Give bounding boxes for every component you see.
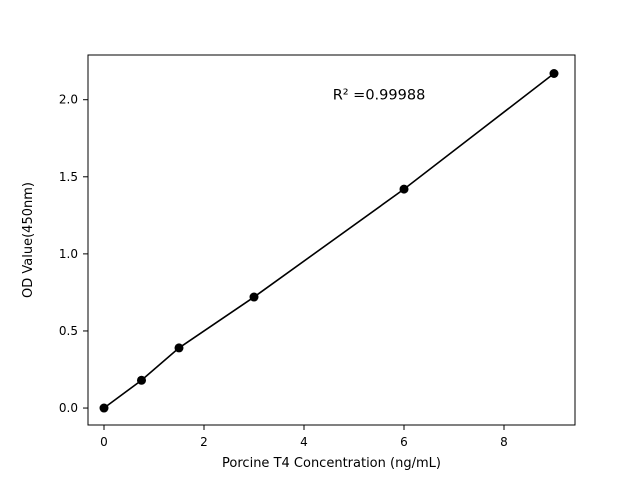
x-axis-label: Porcine T4 Concentration (ng/mL) <box>222 456 441 471</box>
y-tick-label: 0.0 <box>59 401 78 415</box>
y-tick-label: 2.0 <box>59 93 78 107</box>
data-point <box>549 69 559 78</box>
y-tick-label: 1.0 <box>59 247 78 261</box>
x-tick-label: 4 <box>300 435 308 449</box>
data-point <box>249 292 259 302</box>
x-tick-label: 8 <box>500 435 508 449</box>
data-point <box>99 403 109 413</box>
r-squared-annotation: R² =0.99988 <box>333 88 426 104</box>
plot-border <box>87 54 576 426</box>
data-point <box>174 343 184 353</box>
x-tick-label: 6 <box>400 435 408 449</box>
data-point <box>137 375 146 385</box>
data-point <box>399 184 409 194</box>
y-axis-label: OD Value(450nm) <box>21 182 36 298</box>
y-tick-label: 1.5 <box>59 170 78 184</box>
x-tick-label: 0 <box>100 435 108 449</box>
x-tick-label: 2 <box>200 435 208 449</box>
fit-line <box>103 72 555 409</box>
y-tick-label: 0.5 <box>59 324 78 338</box>
